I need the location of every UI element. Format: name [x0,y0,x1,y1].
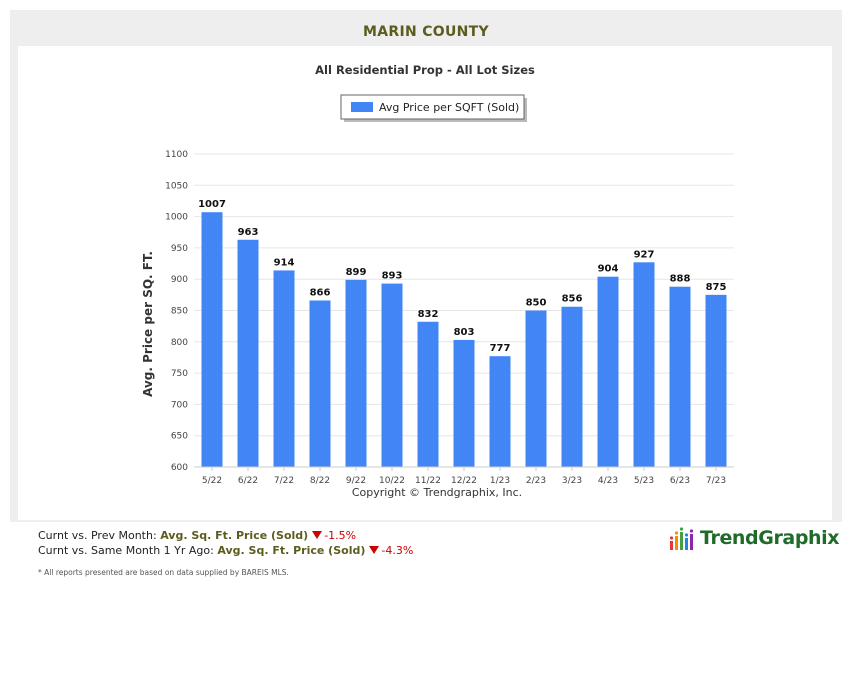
prev-month-change: -1.5% [324,529,357,542]
data-label: 850 [526,298,547,309]
bar [669,286,691,467]
y-tick-label: 950 [171,244,188,254]
chart-panel: MARIN COUNTY All Residential Prop - All … [10,10,842,522]
year-ago-metric: Avg. Sq. Ft. Price (Sold) [217,544,366,557]
prev-month-row: Curnt vs. Prev Month: Avg. Sq. Ft. Price… [38,528,413,543]
bar [273,270,295,467]
data-label: 832 [418,309,439,320]
bar [633,262,655,467]
bar [417,321,439,467]
chart-subtitle: All Residential Prop - All Lot Sizes [315,63,535,77]
page-title: MARIN COUNTY [363,24,489,40]
y-tick-label: 1000 [165,213,188,223]
bar [453,339,475,467]
data-label: 914 [274,257,295,268]
year-ago-label: Curnt vs. Same Month 1 Yr Ago: [38,544,214,557]
down-arrow-icon [312,531,323,539]
y-axis-label: Avg. Price per SQ. FT. [141,251,155,397]
x-tick-label: 3/23 [562,476,582,486]
data-label: 856 [562,294,583,305]
year-ago-row: Curnt vs. Same Month 1 Yr Ago: Avg. Sq. … [38,543,413,558]
x-tick-label: 9/22 [346,476,366,486]
legend-label: Avg Price per SQFT (Sold) [379,101,519,114]
data-label: 904 [598,264,619,275]
y-axis: 600 650 700 750 800 850 900 950 1000 1050 1100 [165,150,188,473]
bar-chart-logo-icon [669,527,694,550]
y-tick-label: 1100 [165,150,188,160]
y-tick-label: 1050 [165,181,188,191]
bar [489,356,511,467]
data-label: 866 [310,287,331,298]
chart-legend: Avg Price per SQFT (Sold) [340,94,527,122]
copyright-text: Copyright © Trendgraphix, Inc. [352,486,522,499]
y-tick-label: 850 [171,307,188,317]
data-label: 803 [454,327,475,338]
data-source-note: * All reports presented are based on dat… [38,568,289,577]
prev-month-metric: Avg. Sq. Ft. Price (Sold) [160,529,309,542]
data-label: 893 [382,271,403,282]
x-tick-label: 5/22 [202,476,222,486]
bar [705,294,727,467]
x-tick-label: 5/23 [634,476,654,486]
bar-series: 1007 963 914 866 899 893 832 803 777 850 856 904 927… [198,199,727,467]
x-tick-label: 6/23 [670,476,690,486]
bar [309,300,331,467]
data-label: 875 [706,282,727,293]
year-ago-change: -4.3% [381,544,414,557]
x-tick-label: 6/22 [238,476,258,486]
bar-chart: All Residential Prop - All Lot Sizes Avg… [141,63,734,499]
x-tick-label: 4/23 [598,476,618,486]
bar [561,306,583,467]
comparison-summary: Curnt vs. Prev Month: Avg. Sq. Ft. Price… [38,528,413,558]
data-label: 927 [634,249,655,260]
y-tick-label: 700 [171,400,188,410]
data-label: 888 [670,274,691,285]
legend-swatch [351,102,373,112]
y-tick-label: 750 [171,369,188,379]
bar [237,239,259,467]
data-label: 1007 [198,199,226,210]
data-label: 777 [490,343,511,354]
data-label: 963 [238,227,259,238]
down-arrow-icon [369,546,380,554]
y-tick-label: 900 [171,275,188,285]
bar [597,276,619,467]
x-tick-label: 7/23 [706,476,726,486]
y-tick-label: 800 [171,338,188,348]
x-tick-label: 2/23 [526,476,546,486]
trendgraphix-logo: TrendGraphix [668,526,840,554]
y-tick-label: 650 [171,432,188,442]
x-tick-label: 8/22 [310,476,330,486]
bar [201,212,223,467]
y-tick-label: 600 [171,463,188,473]
bar [381,283,403,467]
logo-text: TrendGraphix [700,527,840,549]
x-tick-label: 1/23 [490,476,510,486]
prev-month-label: Curnt vs. Prev Month: [38,529,157,542]
chart-container: All Residential Prop - All Lot Sizes Avg… [18,46,832,520]
bar [345,279,367,467]
bar [525,310,547,467]
x-tick-label: 7/22 [274,476,294,486]
x-tick-label: 11/22 [415,476,441,486]
x-axis: 5/22 6/22 7/22 8/22 9/22 10/22 11/22 12/22 1/23 2… [194,466,734,486]
x-tick-label: 12/22 [451,476,477,486]
data-label: 899 [346,267,367,278]
x-tick-label: 10/22 [379,476,405,486]
